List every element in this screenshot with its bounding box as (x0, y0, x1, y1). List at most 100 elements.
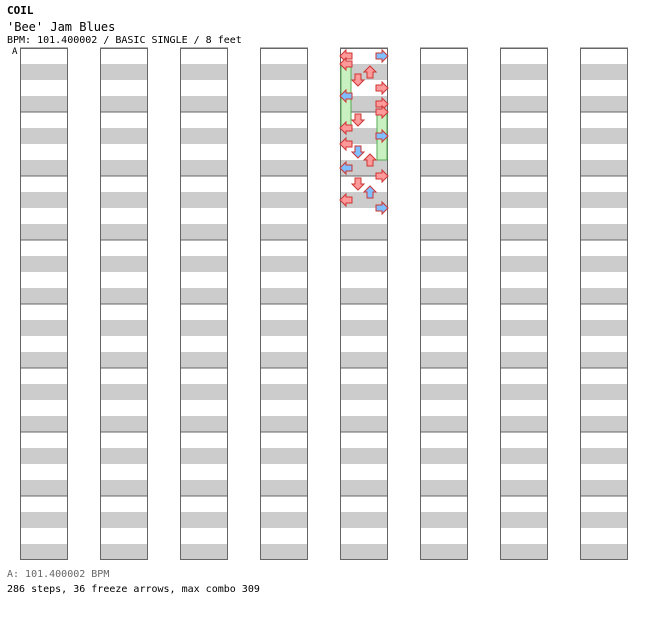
bpm-marker-label: A (12, 47, 18, 57)
beat-stripe (260, 544, 308, 560)
beat-stripe (100, 448, 148, 464)
beat-stripe (180, 384, 228, 400)
beat-stripe (20, 224, 68, 240)
beat-stripe (340, 320, 388, 336)
arrow-shape (375, 200, 389, 216)
beat-stripe (340, 96, 388, 112)
chart-stats: 286 steps, 36 freeze arrows, max combo 3… (7, 584, 260, 595)
beat-stripe (420, 512, 468, 528)
step-arrow (375, 128, 389, 144)
beat-stripe (100, 384, 148, 400)
beat-stripe (100, 256, 148, 272)
step-arrow (375, 168, 389, 184)
beat-stripe (180, 224, 228, 240)
step-arrow (375, 80, 389, 96)
beat-stripe (260, 288, 308, 304)
beat-stripe (100, 352, 148, 368)
beat-stripe (580, 480, 628, 496)
beat-stripe (180, 256, 228, 272)
beat-stripe (340, 128, 388, 144)
step-arrow (339, 88, 353, 104)
step-arrow (350, 113, 366, 127)
beat-stripe (260, 256, 308, 272)
beat-stripe (20, 544, 68, 560)
beat-stripe (340, 160, 388, 176)
beat-stripe (340, 448, 388, 464)
beat-stripe (340, 544, 388, 560)
beat-stripe (500, 352, 548, 368)
step-arrow (339, 120, 353, 136)
beat-stripe (420, 384, 468, 400)
beat-stripe (420, 288, 468, 304)
column-border (100, 48, 148, 560)
beat-stripe (420, 480, 468, 496)
beat-stripe (420, 256, 468, 272)
beat-stripe (260, 352, 308, 368)
beat-stripe (20, 512, 68, 528)
beat-stripe (20, 320, 68, 336)
beat-stripe (420, 160, 468, 176)
artist-name: COIL (7, 4, 34, 17)
arrow-shape (375, 80, 389, 96)
beat-stripe (580, 512, 628, 528)
step-arrow (375, 104, 389, 120)
arrow-shape (350, 73, 366, 87)
step-arrow (339, 160, 353, 176)
beat-stripe (580, 448, 628, 464)
beat-stripe (580, 128, 628, 144)
arrow-shape (375, 48, 389, 64)
beat-stripe (20, 480, 68, 496)
beat-stripe (340, 416, 388, 432)
beat-stripe (100, 64, 148, 80)
beat-stripe (580, 352, 628, 368)
beat-stripe (420, 192, 468, 208)
step-arrow (375, 48, 389, 64)
column-border (580, 48, 628, 560)
beat-stripe (100, 128, 148, 144)
step-arrow (375, 200, 389, 216)
beat-stripe (500, 256, 548, 272)
step-arrow (339, 56, 353, 72)
arrow-shape (339, 160, 353, 176)
beat-stripe (420, 448, 468, 464)
beat-stripe (180, 192, 228, 208)
step-arrow (362, 153, 378, 167)
step-arrow (339, 136, 353, 152)
beat-stripe (500, 128, 548, 144)
beat-stripe (500, 384, 548, 400)
beat-stripe (580, 256, 628, 272)
arrow-shape (350, 145, 366, 159)
beat-stripe (580, 288, 628, 304)
beat-stripe (260, 224, 308, 240)
arrow-shape (375, 128, 389, 144)
step-arrow (339, 192, 353, 208)
song-title: 'Bee' Jam Blues (7, 20, 116, 34)
beat-stripe (180, 64, 228, 80)
beat-stripe (100, 416, 148, 432)
beat-stripe (100, 160, 148, 176)
arrow-shape (339, 120, 353, 136)
beat-stripe (100, 320, 148, 336)
column-border (20, 48, 68, 560)
beat-stripe (100, 96, 148, 112)
beat-stripe (180, 544, 228, 560)
beat-stripe (180, 512, 228, 528)
beat-stripe (20, 256, 68, 272)
arrow-shape (375, 168, 389, 184)
beat-stripe (260, 384, 308, 400)
beat-stripe (100, 288, 148, 304)
arrow-shape (362, 185, 378, 199)
arrow-shape (350, 113, 366, 127)
beat-stripe (100, 224, 148, 240)
beat-stripe (500, 416, 548, 432)
beat-stripe (420, 544, 468, 560)
beat-stripe (180, 448, 228, 464)
beat-stripe (260, 320, 308, 336)
beat-stripe (340, 352, 388, 368)
step-arrow (362, 185, 378, 199)
step-arrow (350, 145, 366, 159)
beat-stripe (580, 224, 628, 240)
beat-stripe (180, 480, 228, 496)
beat-stripe (420, 96, 468, 112)
